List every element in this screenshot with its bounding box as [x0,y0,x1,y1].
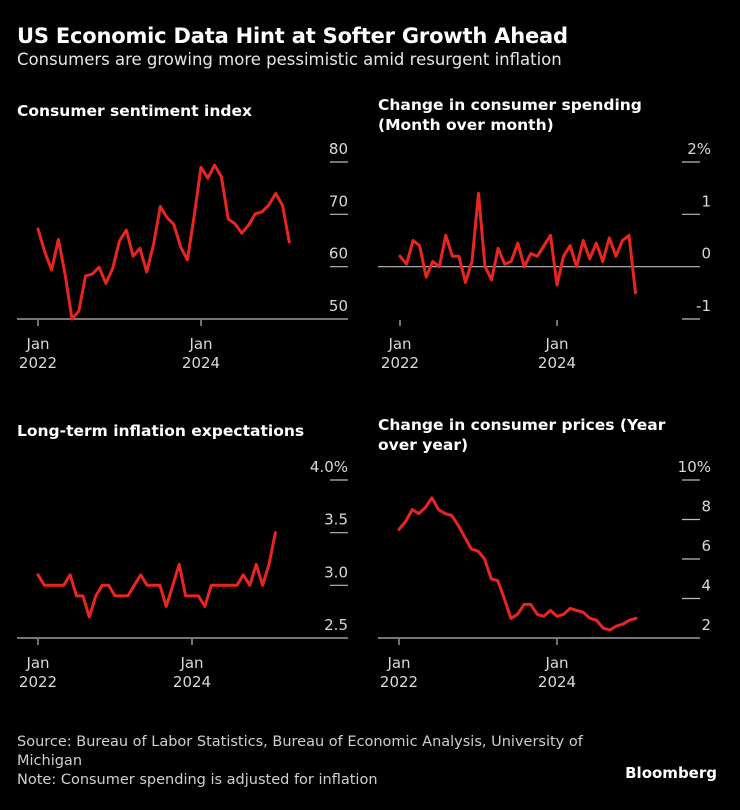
x-tick-label-year: 2022 [381,354,419,372]
y-tick-label: 80 [329,140,348,158]
y-tick-label: -1 [696,297,711,315]
y-tick-label: 70 [329,192,348,210]
series-line [36,163,291,321]
chart-title: Change in consumer prices (Year [378,416,666,434]
y-tick-label: 0 [701,245,711,263]
series-line [397,496,638,632]
x-tick-label-month: Jan [25,335,49,353]
x-tick-label-year: 2022 [19,673,57,691]
y-tick-label: 2.5 [324,616,348,634]
x-tick-label-year: 2022 [380,673,418,691]
x-tick-label-month: Jan [544,654,568,672]
chart-title: (Month over month) [378,116,554,134]
y-tick-label: 4.0% [310,458,348,476]
x-tick-label-year: 2024 [182,354,220,372]
chart-panel-1: Consumer sentiment index80706050Jan2022J… [17,102,348,372]
x-tick-label-year: 2024 [173,673,211,691]
y-tick-label: 3.0 [324,563,348,581]
bloomberg-logo: Bloomberg [625,764,717,782]
y-tick-label: 3.5 [324,511,348,529]
page-subtitle: Consumers are growing more pessimistic a… [17,50,562,69]
series-line [36,531,277,619]
chart-panel-2: Change in consumer spending (Month over m… [378,96,711,372]
y-tick-label: 8 [701,498,711,516]
x-tick-label-year: 2024 [538,354,576,372]
x-tick-label-year: 2024 [538,673,576,691]
x-tick-label-month: Jan [387,335,411,353]
chart-panel-4: Change in consumer prices (Year over year… [378,416,711,691]
footnote: Note: Consumer spending is adjusted for … [17,772,378,788]
x-tick-label-year: 2022 [19,354,57,372]
y-tick-label: 6 [701,537,711,555]
chart-title: Change in consumer spending [378,96,642,114]
y-tick-label: 50 [329,297,348,315]
x-tick-label-month: Jan [544,335,568,353]
y-tick-label: 4 [701,577,711,595]
x-tick-label-month: Jan [188,335,212,353]
x-tick-label-month: Jan [25,654,49,672]
x-tick-label-month: Jan [179,654,203,672]
footer-notes: Source: Bureau of Labor Statistics, Bure… [17,733,597,790]
chart-title: Long-term inflation expectations [17,422,304,440]
chart-title: Consumer sentiment index [17,102,252,120]
chart-panel-3: Long-term inflation expectations 4.0% 3.5 3… [17,422,348,691]
y-tick-label: 60 [329,245,348,263]
chart-title: over year) [378,436,468,454]
y-tick-label: 10% [678,458,711,476]
y-tick-label: 1 [701,192,711,210]
y-tick-label: 2% [687,140,711,158]
page-title: US Economic Data Hint at Softer Growth A… [17,24,568,48]
x-tick-label-month: Jan [386,654,410,672]
series-line [398,191,637,295]
source-note: Source: Bureau of Labor Statistics, Bure… [17,734,583,769]
y-tick-label: 2 [701,616,711,634]
